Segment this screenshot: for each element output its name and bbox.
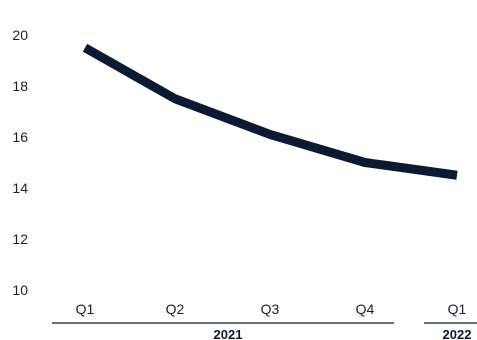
x-tick-label: Q1	[448, 301, 467, 317]
y-tick-label: 20	[12, 27, 28, 43]
year-groups: 2021 2022	[52, 322, 477, 340]
series-lines	[82, 43, 458, 180]
x-axis-ticks: Q1 Q2 Q3 Q4 Q1	[76, 301, 467, 317]
x-tick-label: Q2	[166, 301, 185, 317]
series-line	[82, 43, 458, 180]
x-tick-label: Q3	[261, 301, 280, 317]
group-label: 2022	[443, 327, 472, 340]
x-tick-label: Q1	[76, 301, 95, 317]
y-tick-label: 12	[12, 231, 28, 247]
y-tick-label: 18	[12, 78, 28, 94]
y-tick-label: 16	[12, 129, 28, 145]
x-tick-label: Q4	[356, 301, 375, 317]
group-label: 2021	[214, 327, 243, 340]
y-tick-label: 14	[12, 180, 28, 196]
y-axis-ticks: 10 12 14 16 18 20	[12, 27, 28, 298]
y-tick-label: 10	[12, 282, 28, 298]
